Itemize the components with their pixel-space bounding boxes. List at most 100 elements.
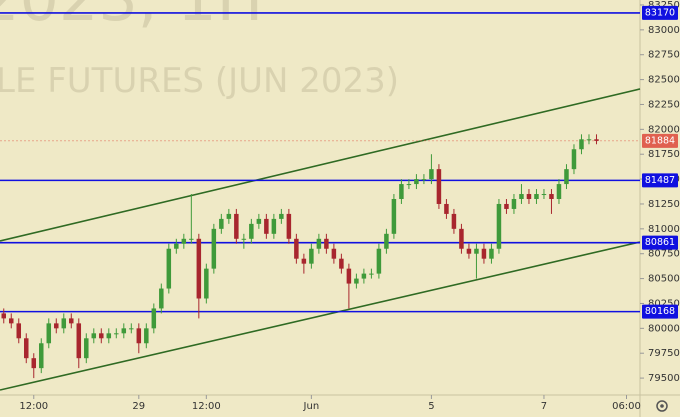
settings-icon[interactable] [656, 400, 668, 412]
candle-body [121, 328, 127, 334]
candle-body [249, 223, 254, 239]
candle-body [24, 338, 29, 359]
candle-body [114, 333, 119, 335]
candle-body [106, 333, 112, 339]
y-tick-label: 82500 [648, 75, 680, 86]
x-tick-label: 5 [428, 401, 434, 412]
watermark-subtitle: 2023, 1H [0, 0, 263, 35]
candle-body [496, 203, 502, 249]
y-tick-label: 83000 [648, 25, 680, 36]
y-tick-label: 81250 [648, 199, 680, 210]
x-tick-label: 7 [541, 401, 547, 412]
candle-body [519, 194, 524, 199]
candle-body [16, 323, 22, 339]
candle-body [489, 248, 494, 259]
x-tick-label: 12:00 [192, 401, 221, 412]
candle-body [421, 179, 427, 181]
candle-body [91, 333, 97, 339]
candle-body [399, 184, 404, 199]
candle-body [211, 228, 217, 269]
candle-body [511, 198, 517, 209]
candle-body [294, 238, 299, 259]
candle-body [384, 233, 389, 249]
level-label-box [642, 235, 678, 250]
candle-body [354, 278, 359, 284]
plot-area [0, 12, 641, 391]
x-tick-label: 12:00 [19, 401, 48, 412]
candle-body [451, 213, 457, 229]
y-tick-label: 83250 [648, 0, 680, 11]
candle-body [46, 323, 52, 344]
candle-body [346, 268, 352, 284]
candle-body [556, 184, 562, 199]
y-tick-label: 80000 [648, 323, 680, 334]
candle-body [204, 268, 209, 299]
candle-body [31, 358, 37, 369]
candle-body [376, 248, 382, 274]
candle-body [429, 169, 434, 180]
x-tick-label: 29 [132, 401, 145, 412]
watermark-title: LE FUTURES (JUN 2023) [0, 61, 399, 101]
candle-body [436, 169, 442, 204]
candle-body [391, 198, 397, 234]
level-label: 81487 [645, 175, 675, 186]
candle-body [309, 248, 314, 264]
y-tick-label: 79500 [648, 373, 680, 384]
candle-body [196, 238, 202, 299]
candle-body [579, 139, 584, 150]
x-tick-label: Jun [303, 401, 320, 412]
settings-icon-dot[interactable] [660, 404, 664, 408]
candle-body [586, 139, 592, 141]
candle-body [69, 318, 74, 324]
candle-body [129, 328, 134, 330]
candle-body [189, 238, 194, 240]
y-tick-label: 80500 [648, 274, 680, 285]
trend-line [0, 241, 641, 391]
candle-body [166, 248, 172, 289]
last-price-label: 81884 [645, 135, 675, 146]
candle-body [219, 218, 224, 229]
candle-body [226, 213, 232, 219]
candle-body [144, 328, 149, 344]
candle-body [534, 194, 539, 199]
level-label: 80168 [645, 306, 675, 317]
level-label-box [642, 304, 678, 319]
candle-body [279, 213, 284, 219]
y-tick-label: 82000 [648, 124, 680, 135]
candle-body [159, 288, 164, 309]
candle-body [571, 149, 577, 170]
candle-body [361, 273, 367, 279]
y-tick-label: 81000 [648, 224, 680, 235]
candle-body [241, 238, 247, 240]
candle-body [84, 338, 89, 359]
candle-body [316, 238, 322, 249]
y-tick-label: 82750 [648, 50, 680, 61]
candle-body [564, 169, 569, 185]
candle-body [99, 333, 104, 339]
candle-body [76, 323, 82, 359]
candle-body [174, 243, 179, 249]
settings-icon-ring[interactable] [656, 400, 668, 412]
y-tick-label: 80750 [648, 249, 680, 260]
candle-body [1, 313, 7, 319]
candle-body [54, 323, 59, 329]
y-tick-label: 81750 [648, 149, 680, 160]
candle-body [466, 248, 472, 254]
level-label-box [642, 5, 678, 20]
candle-body [444, 203, 449, 214]
candle-body [264, 218, 269, 234]
candle-body [256, 218, 262, 224]
x-tick-label: 06:00 [612, 401, 641, 412]
candle-body [474, 248, 479, 254]
candle-body [459, 228, 464, 249]
y-tick-label: 80250 [648, 298, 680, 309]
candle-body [594, 139, 599, 141]
candle-body [526, 194, 532, 199]
candle-body [301, 258, 307, 264]
candle-body [39, 343, 44, 369]
y-tick-label: 82250 [648, 99, 680, 110]
level-label-box [642, 173, 678, 188]
level-label: 80861 [645, 237, 675, 248]
